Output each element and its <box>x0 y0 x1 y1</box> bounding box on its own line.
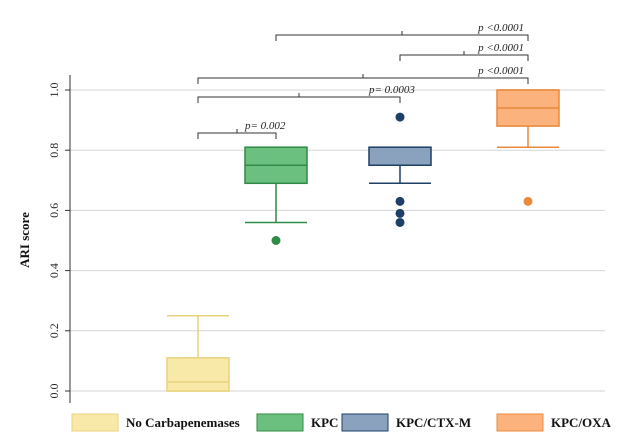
outlier-point <box>395 208 405 218</box>
grid-lines <box>70 89 605 392</box>
y-axis-title: ARI score <box>17 212 32 268</box>
outlier-point <box>395 217 405 227</box>
legend-swatch <box>496 413 544 432</box>
box-group <box>496 89 560 206</box>
y-tick-label: 1.0 <box>47 83 61 98</box>
legend-item: KPC <box>256 413 338 432</box>
box-group <box>244 146 308 245</box>
significance-bracket: p <0.0001 <box>399 42 529 61</box>
y-tick-label: 0.8 <box>47 143 61 158</box>
significance-bracket: p= 0.002 <box>197 120 286 139</box>
y-axis: ARI score 0.0 0.2 0.4 0.6 0.8 1.0 <box>17 75 71 403</box>
bracket-line <box>197 77 529 84</box>
y-tick-label: 0.6 <box>47 203 61 218</box>
legend-swatch <box>341 413 389 432</box>
bracket-line <box>399 54 529 61</box>
legend-item: KPC/CTX-M <box>341 413 471 432</box>
p-value-label: p= 0.002 <box>244 120 286 132</box>
bracket-line <box>197 96 401 103</box>
outlier-point <box>271 236 281 245</box>
significance-bracket: p <0.0001 <box>275 22 529 41</box>
legend-label: KPC/OXA <box>551 415 612 430</box>
box-groups <box>166 89 560 392</box>
y-tick-label: 0.4 <box>47 263 61 278</box>
bracket-line <box>275 34 529 41</box>
p-value-label: p <0.0001 <box>477 22 524 34</box>
p-value-label: p <0.0001 <box>477 42 524 54</box>
legend-label: No Carbapenemases <box>126 415 240 430</box>
box-group <box>166 315 230 392</box>
legend: No Carbapenemases KPC KPC/CTX-M KPC/OXA <box>71 413 612 432</box>
outlier-point <box>395 112 405 122</box>
outlier-point <box>523 196 533 206</box>
legend-label: KPC/CTX-M <box>396 415 471 430</box>
y-tick-label: 0.2 <box>47 323 61 338</box>
box <box>166 357 230 392</box>
legend-swatch <box>71 413 119 432</box>
significance-bracket: p <0.0001 <box>197 65 529 84</box>
box-group <box>368 112 432 227</box>
legend-swatch <box>256 413 304 432</box>
legend-item: KPC/OXA <box>496 413 612 432</box>
legend-item: No Carbapenemases <box>71 413 240 432</box>
box <box>368 146 432 167</box>
p-value-label: p= 0.0003 <box>368 84 415 96</box>
p-value-label: p <0.0001 <box>477 65 524 77</box>
significance-brackets: p= 0.002 p= 0.0003 p <0.0001 p <0.0001 p <0.… <box>197 22 529 139</box>
bracket-line <box>197 132 277 139</box>
legend-label: KPC <box>311 415 338 430</box>
significance-bracket: p= 0.0003 <box>197 84 415 103</box>
outlier-point <box>395 196 405 206</box>
y-tick-label: 0.0 <box>47 384 61 399</box>
